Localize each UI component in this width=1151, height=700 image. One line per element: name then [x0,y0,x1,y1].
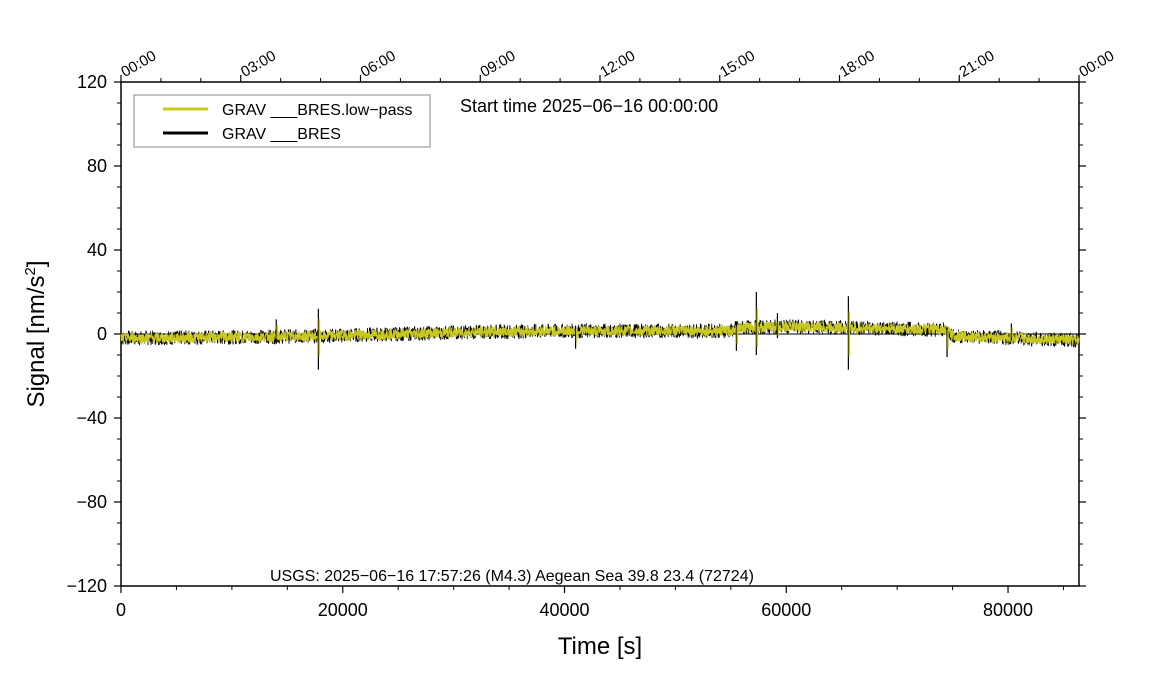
top-tick-label: 03:00 [238,47,279,80]
top-tick-label: 00:00 [118,47,159,80]
x-axis-ticks: 0 20000 40000 60000 80000 [116,586,1064,620]
y-tick-label: 40 [87,240,107,260]
y-tick-label: −40 [76,408,107,428]
top-tick-label: 12:00 [597,47,638,80]
y-tick-label: −80 [76,492,107,512]
y-axis-title-end: ] [23,260,50,267]
top-tick-label: 18:00 [837,47,878,80]
y-tick-label: 120 [77,72,107,92]
series-trace-0 [120,320,1080,345]
top-tick-label: 09:00 [477,47,518,80]
x-tick-label: 60000 [761,600,811,620]
x-tick-label: 40000 [539,600,589,620]
y-axis-ticks: 120 80 40 0 −40 −80 −120 [66,72,1086,596]
x-tick-label: 0 [116,600,126,620]
top-tick-label: 06:00 [358,47,399,80]
y-axis-title-superscript: 2 [22,267,39,275]
series-layer [120,292,1080,370]
x-axis-title: Time [s] [558,633,642,660]
legend-box [133,94,431,148]
top-tick-label: 21:00 [956,47,997,80]
top-time-axis: 00:00 03:00 06:00 09:00 12:00 15:00 18:00 21:00… [118,47,1117,82]
top-tick-label: 00:00 [1076,47,1117,80]
legend: GRAV ___BRES.low−pass GRAV ___BRES [133,94,431,148]
series-trace-1 [120,319,1080,348]
start-time-annotation: Start time 2025−06−16 00:00:00 [460,96,718,116]
y-axis-title: Signal [nm/s2] [22,260,50,407]
y-tick-label: 80 [87,156,107,176]
y-tick-label: 0 [97,324,107,344]
x-tick-label: 80000 [983,600,1033,620]
legend-label-raw: GRAV ___BRES [222,126,341,143]
x-tick-label: 20000 [318,600,368,620]
y-axis-title-main: Signal [nm/s [23,275,50,407]
legend-label-lowpass: GRAV ___BRES.low−pass [222,102,412,119]
top-tick-label: 15:00 [717,47,758,80]
event-annotation: USGS: 2025−06−16 17:57:26 (M4.3) Aegean … [270,568,754,585]
y-tick-label: −120 [66,576,107,596]
